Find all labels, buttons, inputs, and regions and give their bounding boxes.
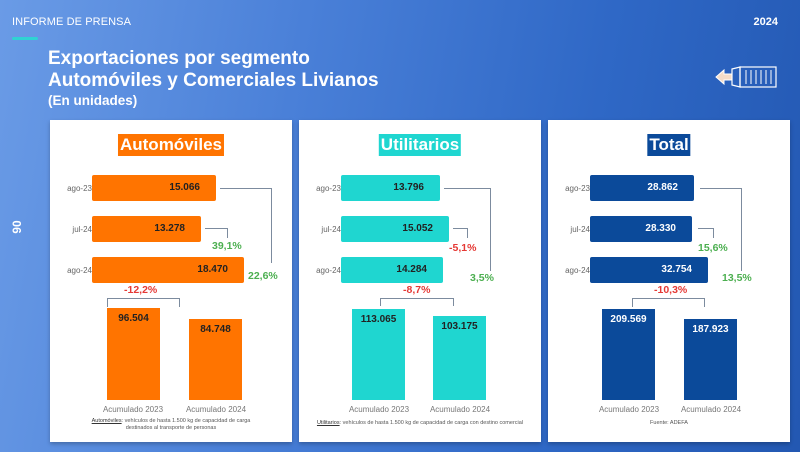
accent-underline: [12, 37, 38, 40]
connector-monthly: [453, 228, 468, 238]
bar-acumulado-2023: 113.065: [352, 309, 405, 400]
connector-accumulated: [632, 298, 705, 307]
variation-monthly: -5,1%: [449, 242, 477, 254]
footnote: Automóviles: vehículos de hasta 1.500 kg…: [50, 418, 292, 432]
bar-acumulado-2024: 84.748: [189, 319, 242, 400]
acum-label: Acumulado 2023: [598, 405, 660, 414]
panel-automoviles: Automóviles ago-23 15.066 jul-24 13.278 …: [50, 120, 292, 442]
acum-label: Acumulado 2024: [185, 405, 247, 414]
bar-ago-23: 13.796: [341, 175, 440, 201]
panel-title: Utilitarios: [378, 134, 462, 156]
bar-acumulado-2024: 103.175: [433, 316, 486, 400]
source-note: Fuente: ADEFA: [650, 420, 688, 426]
page-number: 06: [9, 220, 24, 234]
bar-jul-24: 15.052: [341, 216, 449, 242]
acum-label: Acumulado 2024: [680, 405, 742, 414]
bar-acumulado-2023: 209.569: [602, 309, 655, 400]
row-label: jul-24: [321, 225, 341, 234]
connector-yoy: [220, 188, 272, 263]
footnote-text: : vehículos de hasta 1.500 kg de capacid…: [121, 418, 251, 431]
year-label: 2024: [753, 16, 778, 28]
row-label: ago-24: [565, 266, 590, 275]
bar-acumulado-2024: 187.923: [684, 319, 737, 400]
panel-total: Total ago-23 28.862 jul-24 28.330 ago-24…: [548, 120, 790, 442]
bar-ago-23: 28.862: [590, 175, 694, 201]
row-label: ago-24: [67, 266, 92, 275]
variation-accumulated: -10,3%: [654, 284, 688, 296]
row-label: ago-24: [316, 266, 341, 275]
row-label: ago-23: [316, 184, 341, 193]
bar-ago-24: 14.284: [341, 257, 443, 283]
connector-accumulated: [380, 298, 454, 306]
acum-label: Acumulado 2023: [348, 405, 410, 414]
connector-accumulated: [107, 298, 180, 307]
connector-monthly: [698, 228, 714, 238]
row-label: jul-24: [570, 225, 590, 234]
variation-accumulated: -12,2%: [124, 284, 158, 296]
acum-label: Acumulado 2023: [102, 405, 164, 414]
container-export-icon: [715, 66, 777, 88]
footnote-text: : vehículos de hasta 1.500 kg de capacid…: [339, 420, 524, 426]
bar-jul-24: 28.330: [590, 216, 692, 242]
page-title: Exportaciones por segmento Automóviles y…: [48, 48, 379, 109]
bar-ago-24: 18.470: [92, 257, 244, 283]
bar-ago-23: 15.066: [92, 175, 216, 201]
title-line-2: Automóviles y Comerciales Livianos: [48, 70, 379, 91]
acum-label: Acumulado 2024: [429, 405, 491, 414]
title-units: (En unidades): [48, 93, 138, 108]
row-label: ago-23: [67, 184, 92, 193]
section-label: INFORME DE PRENSA: [12, 16, 132, 28]
variation-yoy: 22,6%: [248, 270, 278, 282]
connector-yoy: [700, 188, 742, 271]
bar-ago-24: 32.754: [590, 257, 708, 283]
panel-utilitarios: Utilitarios ago-23 13.796 jul-24 15.052 …: [299, 120, 541, 442]
panel-title: Total: [647, 134, 691, 156]
row-label: jul-24: [72, 225, 92, 234]
variation-monthly: 39,1%: [212, 240, 242, 252]
footnote: Utilitarios: vehículos de hasta 1.500 kg…: [299, 420, 541, 427]
title-line-1: Exportaciones por segmento: [48, 48, 310, 69]
bar-acumulado-2023: 96.504: [107, 308, 160, 400]
variation-yoy: 13,5%: [722, 272, 752, 284]
variation-monthly: 15,6%: [698, 242, 728, 254]
variation-yoy: 3,5%: [470, 272, 494, 284]
row-label: ago-23: [565, 184, 590, 193]
variation-accumulated: -8,7%: [403, 284, 431, 296]
bar-jul-24: 13.278: [92, 216, 201, 242]
footnote-term: Utilitarios: [316, 420, 340, 426]
connector-yoy: [444, 188, 491, 271]
footnote-term: Automóviles: [91, 418, 122, 424]
panel-title: Automóviles: [117, 134, 225, 156]
connector-monthly: [205, 228, 228, 238]
